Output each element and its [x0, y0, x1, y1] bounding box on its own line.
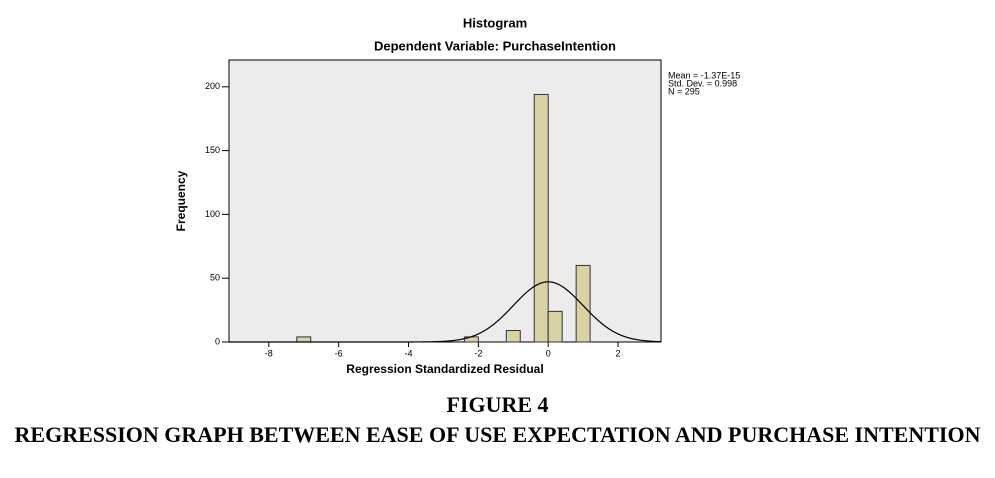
chart-subtitle: Dependent Variable: PurchaseIntention	[374, 38, 616, 53]
bar	[533, 93, 549, 343]
chart-title: Histogram	[463, 15, 527, 30]
bar	[547, 310, 563, 343]
y-tick-label: 50	[210, 273, 220, 283]
y-tick-label: 0	[215, 336, 220, 346]
y-tick-label: 100	[205, 209, 220, 219]
bar	[575, 264, 591, 343]
normal-curve	[229, 281, 662, 343]
y-tick-label: 150	[205, 145, 220, 155]
bar	[505, 330, 521, 343]
bar	[296, 336, 312, 343]
y-tick-label: 200	[205, 81, 220, 91]
figure-number: FIGURE 4	[446, 392, 549, 417]
stats-label: Std. Dev. = 0.998	[668, 78, 737, 88]
chart: Histogram Dependent Variable: PurchaseIn…	[174, 15, 740, 376]
x-tick-label: -2	[474, 348, 482, 358]
x-tick-label: -4	[404, 348, 412, 358]
stats-label: Mean = -1.37E-15	[668, 70, 740, 80]
plot-area	[228, 59, 662, 343]
x-axis-label: Regression Standardized Residual	[346, 362, 543, 376]
figure-caption: REGRESSION GRAPH BETWEEN EASE OF USE EXP…	[14, 422, 981, 447]
x-tick-label: 0	[546, 348, 551, 358]
x-tick-label: 2	[616, 348, 621, 358]
x-tick-label: -6	[335, 348, 343, 358]
y-axis-label: Frequency	[174, 170, 188, 231]
x-tick-label: -8	[265, 348, 273, 358]
stats-label: N = 295	[668, 86, 700, 96]
